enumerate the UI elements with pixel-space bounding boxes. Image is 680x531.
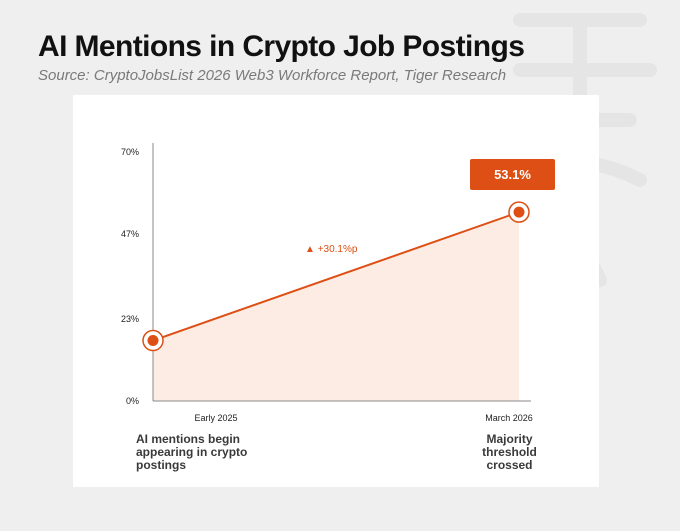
y-axis-ticks: 0% 23% 47% 70% <box>121 147 139 406</box>
chart-title: AI Mentions in Crypto Job Postings <box>38 30 525 63</box>
annotation-majority: Majority threshold crossed <box>482 432 537 472</box>
chart-subtitle: Source: CryptoJobsList 2026 Web3 Workfor… <box>38 67 507 84</box>
line-chart: 0% 23% 47% 70% Early 2025 March 2026 <box>121 143 533 423</box>
change-label: ▲ +30.1%p <box>305 244 357 255</box>
data-point <box>508 201 530 223</box>
y-tick-label: 23% <box>121 314 139 324</box>
change-value: +30.1%p <box>317 244 358 255</box>
y-tick-label: 70% <box>121 147 139 157</box>
x-axis-labels: Early 2025 March 2026 <box>194 413 532 423</box>
triangle-up-icon: ▲ <box>305 244 315 255</box>
data-point-dot <box>147 335 159 347</box>
y-tick-label: 0% <box>126 396 139 406</box>
annotation-early: AI mentions begin appearing in crypto po… <box>136 432 248 472</box>
y-tick-label: 47% <box>121 229 139 239</box>
data-point <box>142 329 164 352</box>
value-callout: 53.1% <box>470 159 555 190</box>
area-fill <box>153 212 519 401</box>
x-tick-label: March 2026 <box>485 413 533 423</box>
data-point-dot <box>513 206 525 218</box>
series-line <box>152 211 520 342</box>
data-points <box>142 201 530 352</box>
x-tick-label: Early 2025 <box>194 413 237 423</box>
chart-card: 0% 23% 47% 70% Early 2025 March 2026 ▲ +30.1… <box>73 95 599 487</box>
